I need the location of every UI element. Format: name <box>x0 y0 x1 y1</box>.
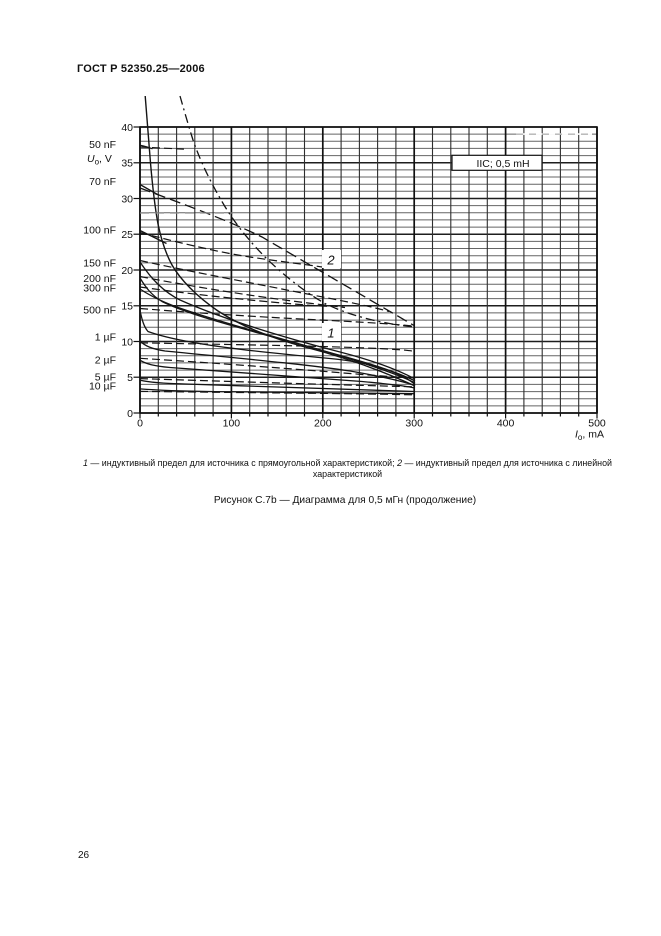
svg-text:30: 30 <box>121 193 133 205</box>
svg-text:10 µF: 10 µF <box>89 381 116 393</box>
svg-text:70 nF: 70 nF <box>89 176 116 188</box>
svg-text:5 µF: 5 µF <box>95 372 116 384</box>
svg-text:35: 35 <box>121 158 133 170</box>
svg-text:100: 100 <box>223 418 241 430</box>
svg-text:15: 15 <box>121 301 133 313</box>
svg-text:1: 1 <box>327 326 334 341</box>
svg-text:1 µF: 1 µF <box>95 332 116 344</box>
svg-text:0: 0 <box>137 418 143 430</box>
svg-text:5: 5 <box>127 372 133 384</box>
svg-text:2: 2 <box>326 253 335 268</box>
svg-text:40: 40 <box>121 122 133 134</box>
svg-text:IIC; 0,5 mH: IIC; 0,5 mH <box>476 158 529 170</box>
svg-text:300: 300 <box>405 418 423 430</box>
svg-text:400: 400 <box>497 418 515 430</box>
svg-text:50 nF: 50 nF <box>89 139 116 151</box>
svg-text:200 nF: 200 nF <box>83 273 116 285</box>
svg-text:25: 25 <box>121 229 133 241</box>
svg-text:300 nF: 300 nF <box>83 283 116 295</box>
svg-text:100 nF: 100 nF <box>83 225 116 237</box>
svg-text:500: 500 <box>588 418 606 430</box>
svg-text:0: 0 <box>127 408 133 420</box>
svg-text:20: 20 <box>121 265 133 277</box>
svg-text:Uo, V: Uo, V <box>87 153 112 167</box>
svg-text:2 µF: 2 µF <box>95 355 116 367</box>
svg-text:200: 200 <box>314 418 332 430</box>
svg-text:500 nF: 500 nF <box>83 305 116 317</box>
svg-text:10: 10 <box>121 336 133 348</box>
svg-text:150 nF: 150 nF <box>83 258 116 270</box>
svg-text:Io, mA: Io, mA <box>575 429 604 443</box>
